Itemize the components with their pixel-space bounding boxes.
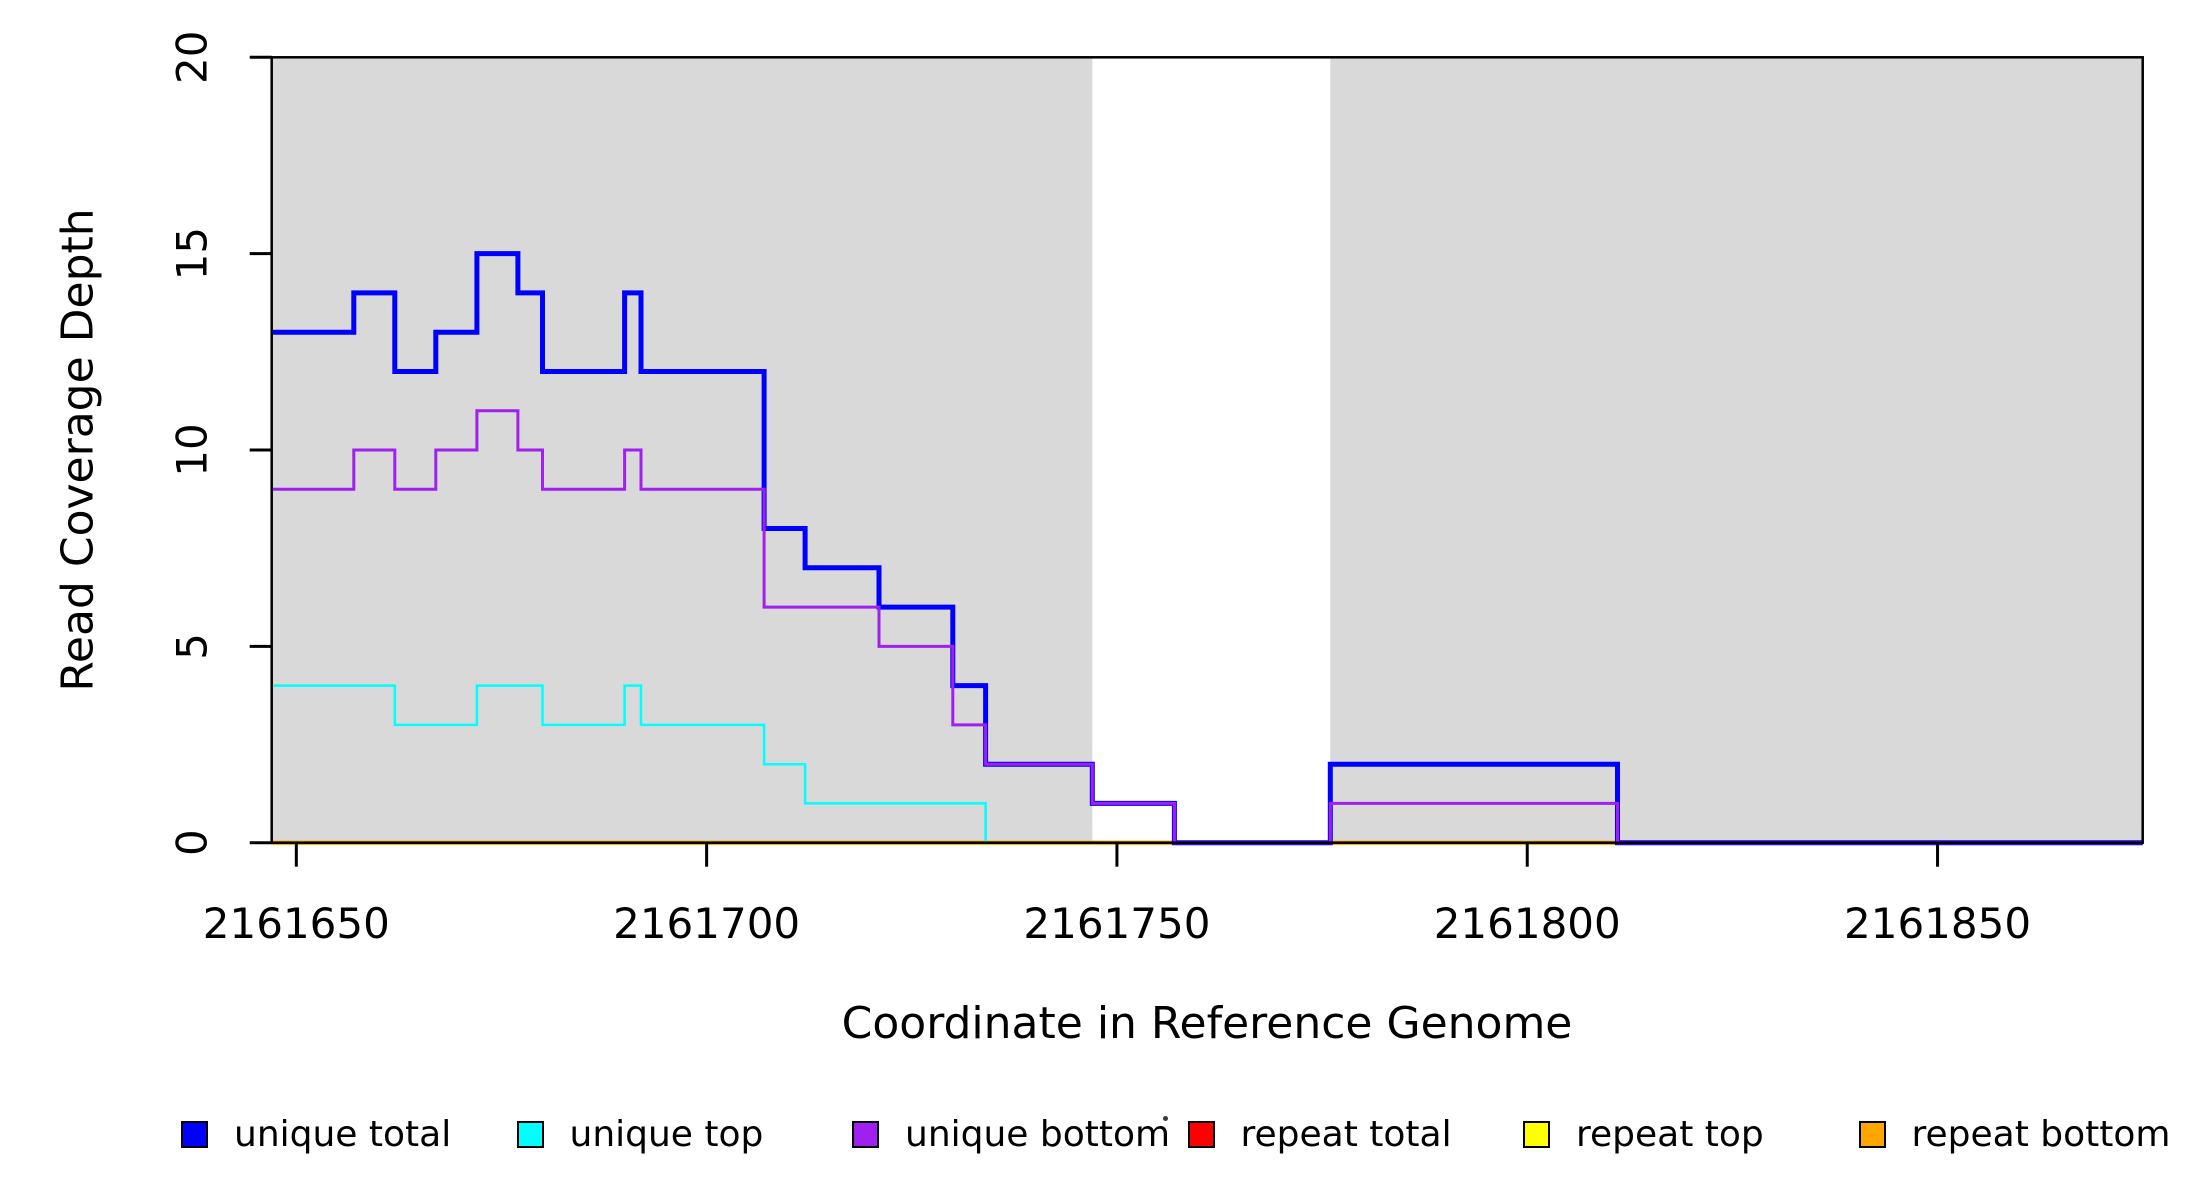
x-tick-label: 2161750 (1023, 899, 1210, 948)
y-tick-label: 5 (168, 633, 217, 660)
series-unique-bottom (271, 409, 2143, 845)
y-tick-label: 10 (168, 423, 217, 476)
x-axis-title: Coordinate in Reference Genome (841, 998, 1573, 1049)
shaded-region-1 (1330, 57, 2143, 843)
x-tick-label: 2161700 (613, 899, 800, 948)
x-tick-label: 2161650 (203, 899, 390, 948)
y-tick-label: 20 (168, 31, 217, 84)
x-tick-label: 2161800 (1434, 899, 1621, 948)
y-axis-title: Read Coverage Depth (52, 208, 104, 692)
stray-dot (1163, 1116, 1168, 1121)
shaded-region-0 (271, 57, 1093, 843)
y-tick-label: 0 (168, 829, 217, 856)
y-tick-label: 15 (168, 227, 217, 280)
x-tick-label: 2161850 (1844, 899, 2031, 948)
